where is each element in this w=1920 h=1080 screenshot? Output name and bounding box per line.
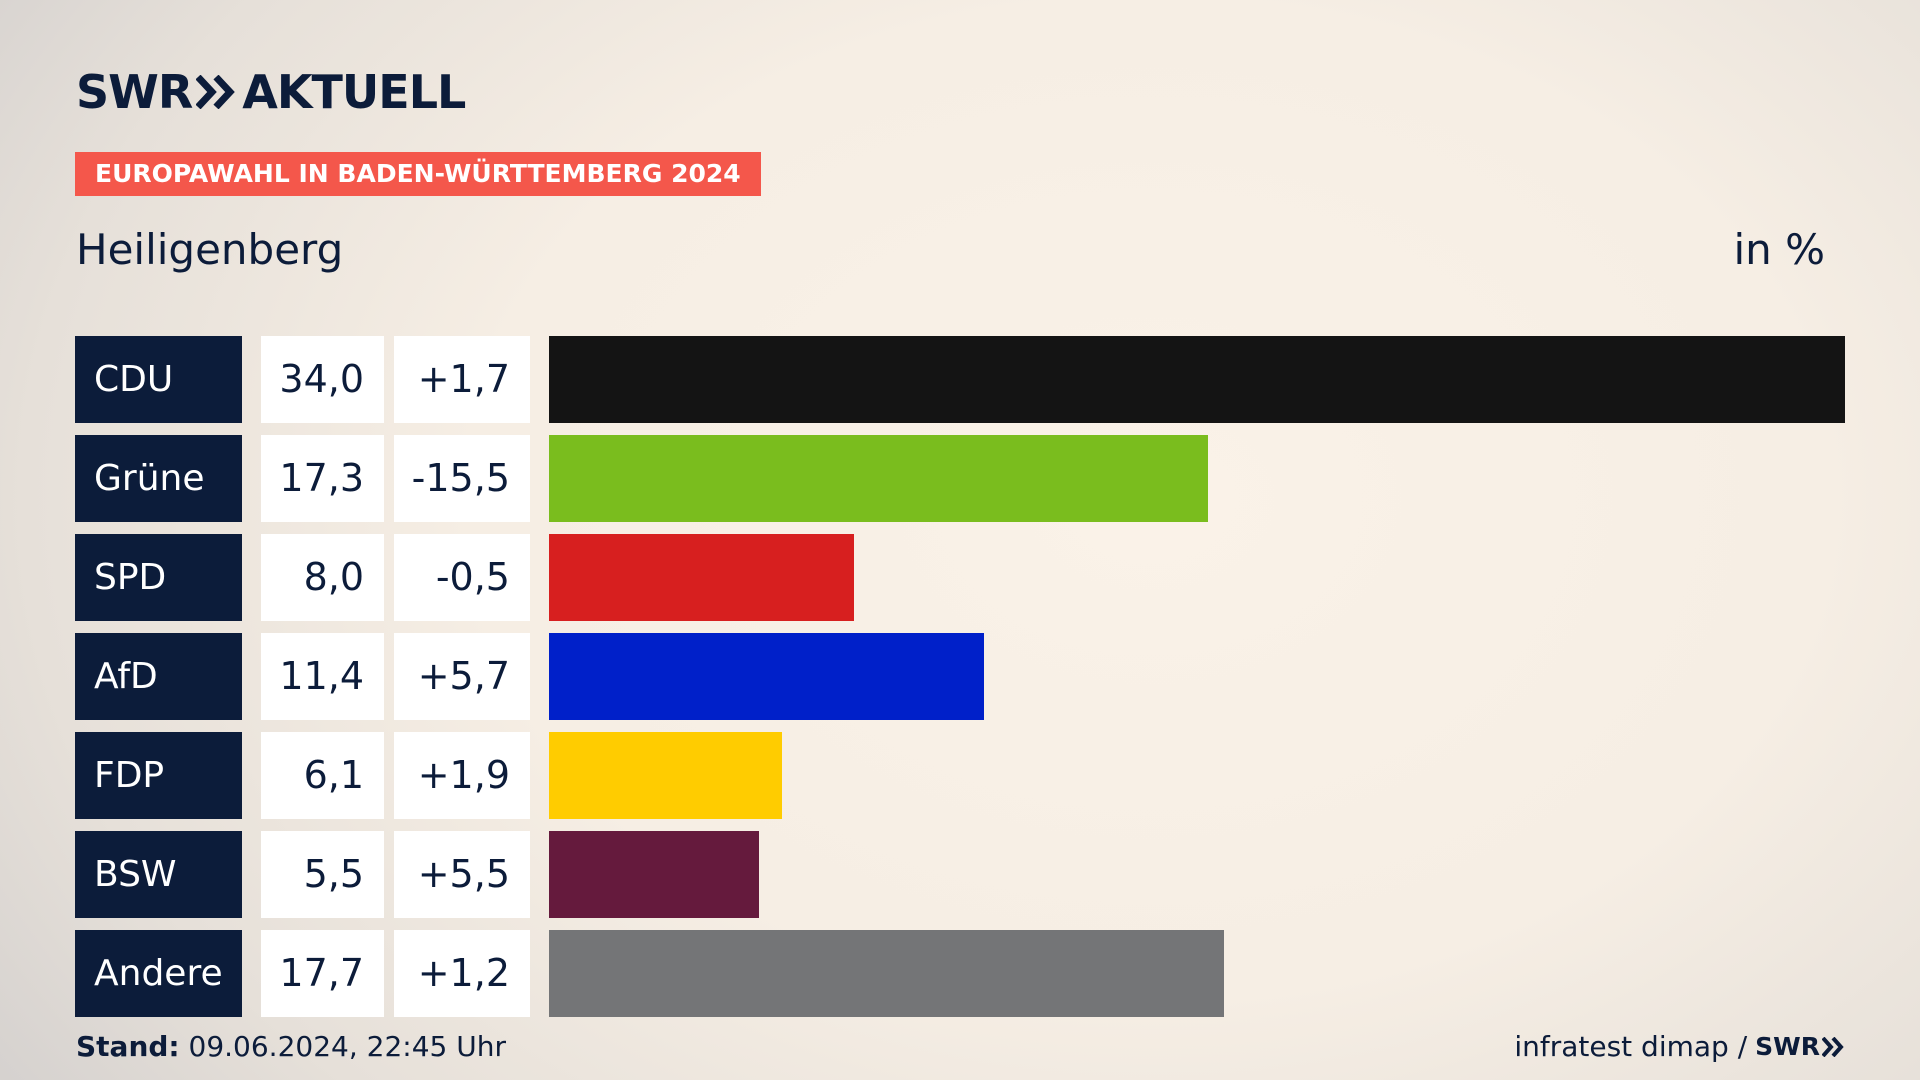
vote-change: +5,7 (394, 633, 530, 720)
election-badge: EUROPAWAHL IN BADEN-WÜRTTEMBERG 2024 (75, 152, 761, 196)
timestamp: Stand: 09.06.2024, 22:45 Uhr (76, 1030, 506, 1064)
vote-share: 34,0 (261, 336, 384, 423)
vote-change: +5,5 (394, 831, 530, 918)
party-label: AfD (75, 633, 242, 720)
vote-change: +1,9 (394, 732, 530, 819)
vote-share: 5,5 (261, 831, 384, 918)
stand-value: 09.06.2024, 22:45 Uhr (179, 1030, 506, 1063)
place-title: Heiligenberg (76, 225, 344, 274)
bar-andere (549, 930, 1224, 1017)
small-chevron-icon (1822, 1037, 1844, 1057)
source-text: infratest dimap / (1514, 1030, 1748, 1063)
bar-gr-ne (549, 435, 1208, 522)
bar-fdp (549, 732, 782, 819)
party-label: CDU (75, 336, 242, 423)
vote-change: +1,2 (394, 930, 530, 1017)
result-row-bsw: BSW 5,5 +5,5 (75, 831, 1845, 918)
logo-aktuell-text: AKTUELL (242, 65, 466, 119)
party-label: SPD (75, 534, 242, 621)
bar-bsw (549, 831, 759, 918)
result-row-fdp: FDP 6,1 +1,9 (75, 732, 1845, 819)
vote-share: 17,3 (261, 435, 384, 522)
vote-change: +1,7 (394, 336, 530, 423)
vote-share: 6,1 (261, 732, 384, 819)
logo-swr-text: SWR (76, 65, 193, 119)
vote-share: 17,7 (261, 930, 384, 1017)
small-logo-text: SWR (1755, 1032, 1820, 1061)
vote-share: 11,4 (261, 633, 384, 720)
unit-label: in % (1733, 225, 1825, 274)
vote-change: -15,5 (394, 435, 530, 522)
bar-cdu (549, 336, 1845, 423)
double-chevron-icon (196, 75, 236, 109)
result-row-andere: Andere 17,7 +1,2 (75, 930, 1845, 1017)
party-label: Grüne (75, 435, 242, 522)
result-row-spd: SPD 8,0 -0,5 (75, 534, 1845, 621)
party-label: BSW (75, 831, 242, 918)
swr-small-logo: SWR (1755, 1030, 1844, 1064)
result-row-gr-ne: Grüne 17,3 -15,5 (75, 435, 1845, 522)
vote-change: -0,5 (394, 534, 530, 621)
party-label: FDP (75, 732, 242, 819)
vote-share: 8,0 (261, 534, 384, 621)
result-row-afd: AfD 11,4 +5,7 (75, 633, 1845, 720)
source-credit: infratest dimap / SWR (1514, 1030, 1844, 1064)
stand-label: Stand: (76, 1030, 180, 1063)
party-label: Andere (75, 930, 242, 1017)
result-row-cdu: CDU 34,0 +1,7 (75, 336, 1845, 423)
bar-afd (549, 633, 984, 720)
bar-spd (549, 534, 854, 621)
swr-aktuell-logo: SWR AKTUELL (76, 65, 466, 119)
